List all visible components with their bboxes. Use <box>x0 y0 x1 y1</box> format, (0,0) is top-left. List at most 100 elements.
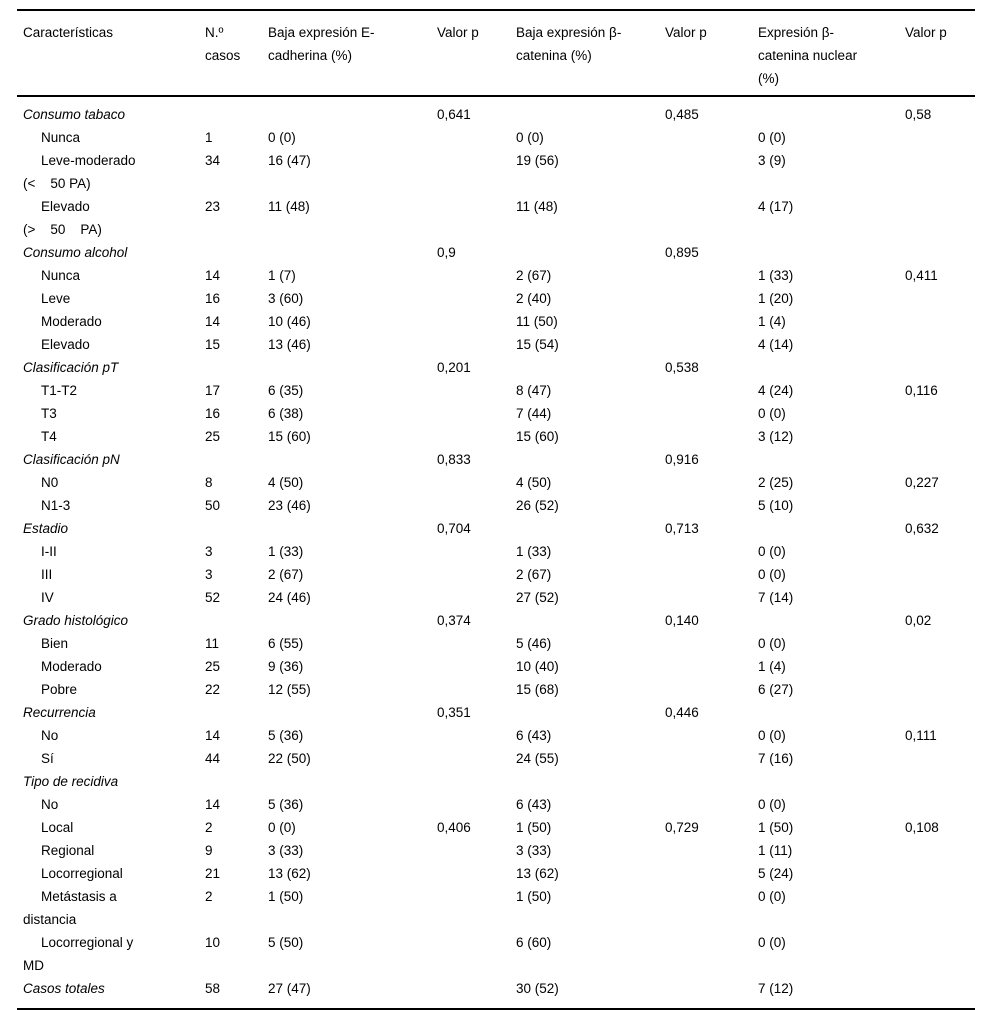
cell-p1 <box>437 977 516 1009</box>
row-label-cell: IV <box>17 586 205 609</box>
cell-bcat: 6 (43) <box>516 728 552 743</box>
cell-ecad: 3 (33) <box>268 843 304 858</box>
row-label-cell: I-II <box>17 540 205 563</box>
cell-n: 2 <box>205 889 213 904</box>
cell-nuc: 7 (16) <box>758 751 794 766</box>
table-row: Bien 11 6 (55) 5 (46) 0 (0) <box>17 632 975 655</box>
table-row: Casos totales 58 27 (47) 30 (52) 7 (12) <box>17 977 975 1009</box>
table-row: Consumo tabaco 0,641 0,485 0,58 <box>17 96 975 126</box>
cell-n <box>205 609 268 632</box>
cell-p2 <box>665 402 758 425</box>
cell-n: 58 <box>205 981 221 996</box>
row-label: T3 <box>41 406 57 421</box>
cell-n: 25 <box>205 429 221 444</box>
cell-p2 <box>665 540 758 563</box>
cell-ecad: 5 (36) <box>268 728 304 743</box>
table-row: Nunca 14 1 (7) 2 (67) 1 (33) 0,411 <box>17 264 975 287</box>
header-valor-p-2: Valor p <box>665 10 758 97</box>
row-label: Consumo alcohol <box>23 245 128 260</box>
cell-bcat <box>516 96 665 126</box>
row-label: N1-3 <box>41 498 71 513</box>
cell-nuc: 4 (14) <box>758 337 794 352</box>
cell-ecad: 9 (36) <box>268 659 304 674</box>
cell-ecad <box>268 517 437 540</box>
table-row: Tipo de recidiva <box>17 770 975 793</box>
row-label-cell: T3 <box>17 402 205 425</box>
cell-nuc <box>758 609 905 632</box>
cell-p2 <box>665 264 758 287</box>
cell-p3 <box>905 632 975 655</box>
cell-nuc: 1 (20) <box>758 291 794 306</box>
cell-ecad: 1 (33) <box>268 544 304 559</box>
cell-n: 9 <box>205 843 213 858</box>
cell-ecad: 23 (46) <box>268 498 311 513</box>
cell-nuc: 1 (50) <box>758 820 794 835</box>
cell-n <box>205 770 268 793</box>
cell-p3: 0,411 <box>905 268 938 283</box>
row-label-cell: T4 <box>17 425 205 448</box>
table-header: Características N.º casos Baja expresión… <box>17 10 975 97</box>
cell-p2 <box>665 494 758 517</box>
cell-p3 <box>905 747 975 770</box>
cell-p1 <box>437 747 516 770</box>
row-label: Moderado <box>41 659 102 674</box>
table-row: Sí 44 22 (50) 24 (55) 7 (16) <box>17 747 975 770</box>
row-label: Clasificación pT <box>23 360 119 375</box>
cell-bcat <box>516 770 665 793</box>
row-label-cell: Local <box>17 816 205 839</box>
row-label: Local <box>41 820 74 835</box>
table-row: IV 52 24 (46) 27 (52) 7 (14) <box>17 586 975 609</box>
row-label-cell: Nunca <box>17 264 205 287</box>
cell-bcat: 2 (40) <box>516 291 552 306</box>
row-label: Regional <box>41 843 95 858</box>
cell-nuc: 4 (17) <box>758 199 794 214</box>
cell-p3 <box>905 770 975 793</box>
cell-bcat: 2 (67) <box>516 268 552 283</box>
table-row: Metástasis a distancia 2 1 (50) 1 (50) 0 (0) <box>17 885 975 931</box>
cell-p2 <box>665 632 758 655</box>
cell-n: 3 <box>205 567 213 582</box>
cell-p1 <box>437 425 516 448</box>
cell-p3: 0,108 <box>905 820 939 835</box>
cell-n: 2 <box>205 820 213 835</box>
row-label: Grado histológico <box>23 613 129 628</box>
cell-ecad <box>268 96 437 126</box>
cell-bcat: 1 (33) <box>516 544 552 559</box>
cell-p1 <box>437 333 516 356</box>
table-row: Regional 9 3 (33) 3 (33) 1 (11) <box>17 839 975 862</box>
cell-ecad: 3 (60) <box>268 291 304 306</box>
table-row: Pobre 22 12 (55) 15 (68) 6 (27) <box>17 678 975 701</box>
cell-n: 16 <box>205 406 221 421</box>
cell-n: 23 <box>205 199 221 214</box>
cell-p3: 0,58 <box>905 107 932 122</box>
cell-p2 <box>665 724 758 747</box>
cell-p1 <box>437 540 516 563</box>
cell-p3 <box>905 287 975 310</box>
row-label: No <box>41 797 59 812</box>
cell-n: 17 <box>205 383 221 398</box>
cell-p1: 0,201 <box>437 360 471 375</box>
cell-p3 <box>905 356 975 379</box>
cell-p3: 0,02 <box>905 613 932 628</box>
table-row: Locorregional y MD 10 5 (50) 6 (60) 0 (0) <box>17 931 975 977</box>
row-label-cell: N1-3 <box>17 494 205 517</box>
row-label: Clasificación pN <box>23 452 120 467</box>
header-row: Características N.º casos Baja expresión… <box>17 10 975 97</box>
cell-p2 <box>665 126 758 149</box>
cell-p3 <box>905 402 975 425</box>
table-row: No 14 5 (36) 6 (43) 0 (0) 0,111 <box>17 724 975 747</box>
cell-ecad: 15 (60) <box>268 429 311 444</box>
cell-p3 <box>905 839 975 862</box>
cell-n: 8 <box>205 475 213 490</box>
cell-ecad: 12 (55) <box>268 682 311 697</box>
cell-n <box>205 241 268 264</box>
cell-p1: 0,833 <box>437 452 471 467</box>
cell-p3: 0,116 <box>905 383 938 398</box>
cell-bcat: 15 (60) <box>516 429 559 444</box>
header-expresion-bcatenina-nuclear: Expresión β-catenina nuclear (%) <box>758 10 905 97</box>
cell-p1: 0,704 <box>437 521 471 536</box>
row-label: I-II <box>41 544 57 559</box>
cell-p3: 0,111 <box>905 728 937 743</box>
cell-n: 25 <box>205 659 221 674</box>
cell-nuc: 0 (0) <box>758 935 786 950</box>
